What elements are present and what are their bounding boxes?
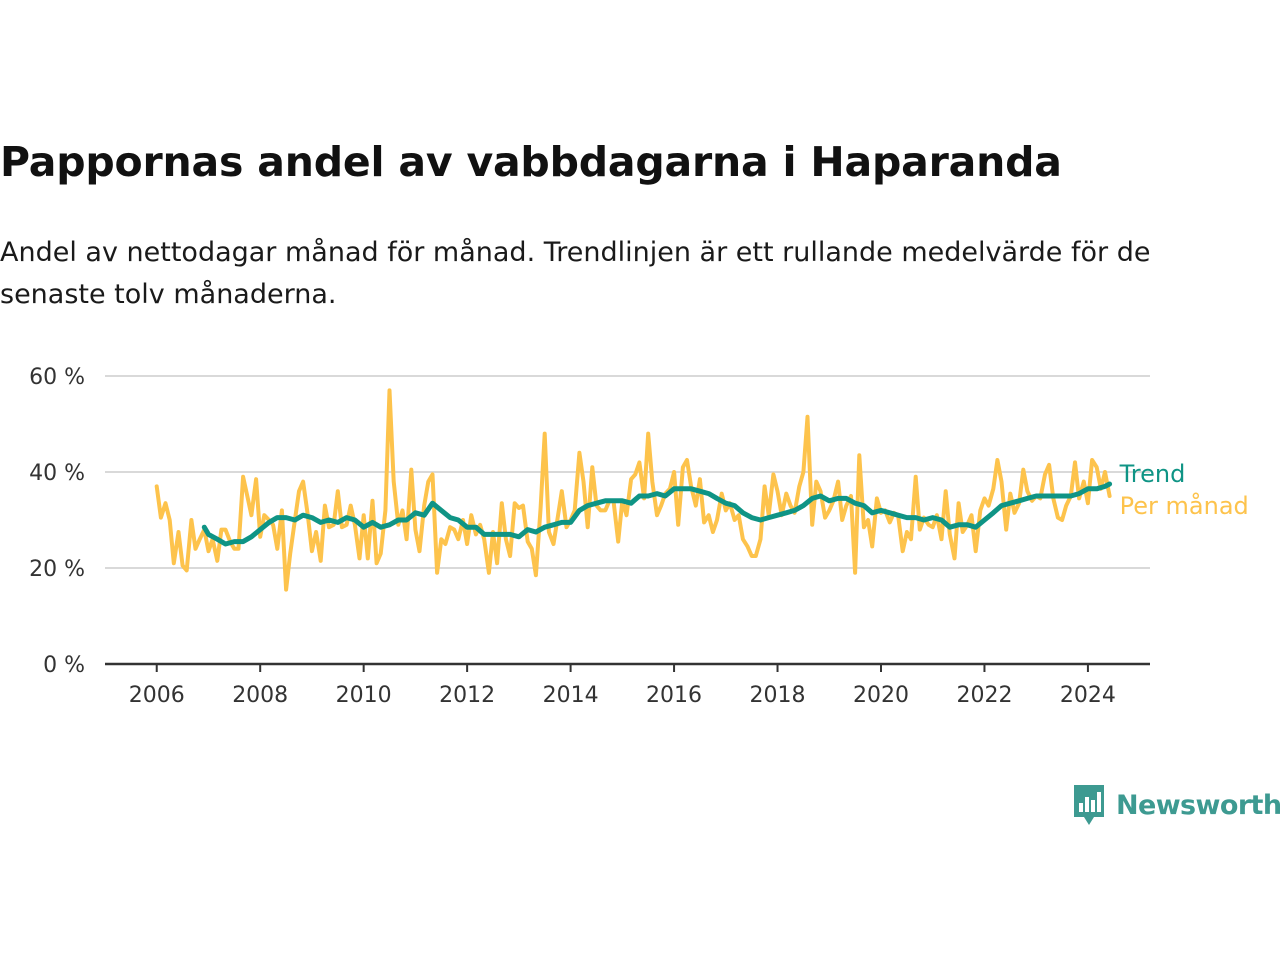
y-axis: 0 % 20 % 40 % 60 % [29,365,85,678]
y-tick-label: 60 % [29,365,85,390]
x-tick-label: 2008 [232,683,288,708]
series-line-per-manad [154,388,1112,592]
y-tick-label: 0 % [43,653,85,678]
newsworthy-logo-icon [1074,785,1104,825]
gridlines [105,375,1150,569]
x-tick-label: 2010 [336,683,392,708]
series-label-per-manad: Per månad [1120,491,1249,520]
x-tick-label: 2006 [129,683,185,708]
x-tick-label: 2012 [439,683,495,708]
x-axis: 2006 2008 2010 2012 2014 2016 2018 2020 2022 2024 [105,662,1150,708]
series-labels: Per månad Trend [1119,460,1249,520]
newsworthy-logo: Newsworthy [1072,783,1280,827]
x-tick-label: 2024 [1060,683,1116,708]
x-tick-label: 2022 [956,683,1012,708]
y-tick-label: 20 % [29,557,85,582]
x-tick-label: 2020 [853,683,909,708]
series-line-trend [201,481,1113,547]
series-lines [154,388,1113,592]
x-tick-label: 2014 [543,683,599,708]
chart-subtitle: Andel av nettodagar månad för månad. Tre… [0,237,1151,310]
y-tick-label: 40 % [29,461,85,486]
x-tick-label: 2016 [646,683,702,708]
newsworthy-logo-text: Newsworthy [1116,789,1280,821]
series-label-trend: Trend [1119,460,1186,488]
chart-title: Pappornas andel av vabbdagarna i Haparan… [0,138,1062,186]
x-tick-label: 2018 [750,683,806,708]
